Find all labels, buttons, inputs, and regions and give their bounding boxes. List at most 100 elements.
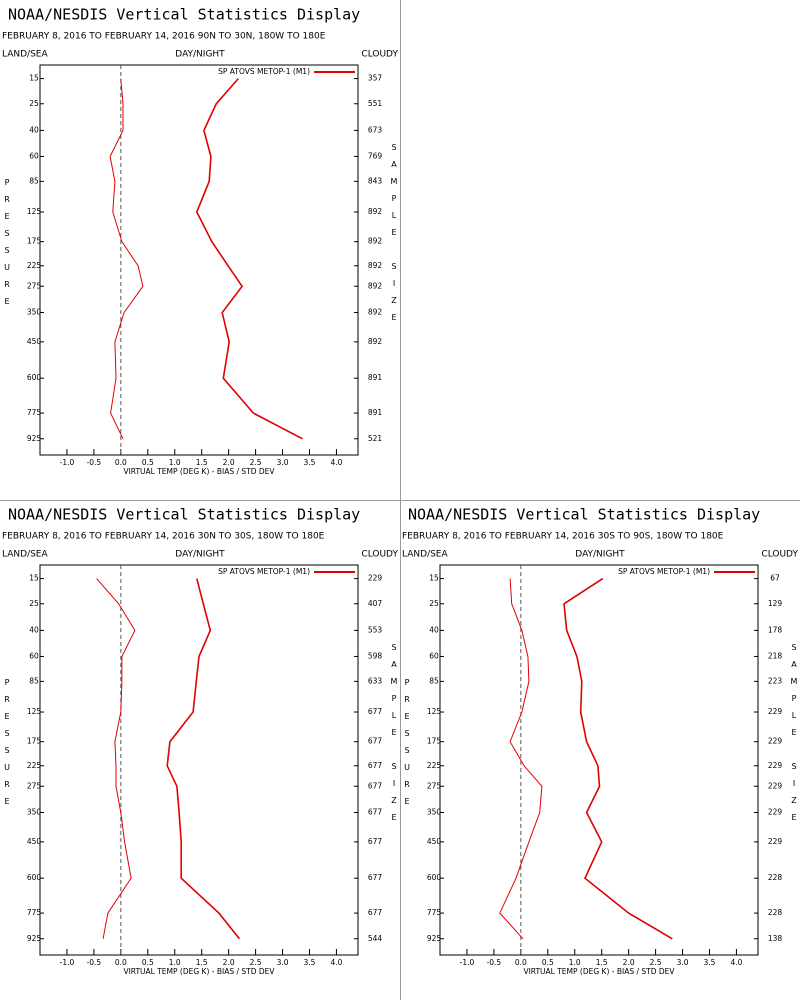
x-axis-label: VIRTUAL TEMP (DEG K) - BIAS / STD DEV [123,467,275,476]
sample-size-label: 228 [768,908,783,917]
sample-size-label: 892 [368,281,383,290]
y-tick-label: 225 [427,761,442,770]
data-line [166,578,241,940]
chart-panel: NOAA/NESDIS Vertical Statistics Display F… [402,506,799,977]
y-tick-label: 775 [427,908,442,917]
x-tick-label: 2.0 [223,958,235,967]
sample-size-label: 223 [768,676,783,685]
x-tick-label: 2.5 [250,458,262,467]
legend-label: SP ATOVS METOP-1 (M1) [218,67,310,76]
y-tick-label: 275 [27,281,42,290]
x-tick-label: 4.0 [330,458,342,467]
x-tick-label: 0.0 [115,958,127,967]
y-tick-label: 225 [27,761,42,770]
sample-size-label: 229 [368,574,383,583]
data-line [195,78,303,440]
y-tick-label: 175 [27,237,42,246]
sample-size-label: 633 [368,676,383,685]
y2-axis-label: SAMPLE SIZE [790,643,799,830]
sample-size-label: 598 [368,651,383,660]
y-tick-label: 25 [29,599,39,608]
sample-size-label: 843 [368,176,383,185]
y-tick-label: 925 [27,434,42,443]
sample-size-label: 553 [368,625,383,634]
y-tick-label: 85 [429,676,439,685]
y-tick-label: 125 [427,707,442,716]
sample-size-label: 129 [768,599,783,608]
sample-size-label: 67 [770,574,780,583]
x-tick-label: 1.0 [169,458,181,467]
sample-size-label: 138 [768,934,783,943]
sample-size-label: 677 [368,737,383,746]
x-tick-label: 0.5 [542,958,554,967]
x-tick-label: 4.0 [330,958,342,967]
sample-size-label: 544 [368,934,383,943]
sample-size-label: 892 [368,337,383,346]
chart-subtitle: FEBRUARY 8, 2016 TO FEBRUARY 14, 2016 30… [2,532,325,542]
sample-size-label: 178 [768,625,783,634]
plot-frame [39,564,359,956]
y-tick-label: 175 [27,737,42,746]
y-tick-label: 60 [29,651,39,660]
x-tick-label: 3.5 [704,958,716,967]
label: LAND/SEA [2,550,48,560]
sample-size-label: 218 [768,651,783,660]
label: CLOUDY [361,50,398,60]
label: DAY/NIGHT [175,50,225,60]
y-tick-label: 925 [427,934,442,943]
chart-title: NOAA/NESDIS Vertical Statistics Display [8,506,360,524]
y-tick-label: 225 [27,261,42,270]
y-tick-label: 600 [427,873,442,882]
y-tick-label: 775 [27,408,42,417]
x-tick-label: 3.0 [677,958,689,967]
label: LAND/SEA [2,50,48,60]
sample-size-label: 229 [768,781,783,790]
y-tick-label: 175 [427,737,442,746]
x-tick-label: 2.0 [623,958,635,967]
chart-panel: NOAA/NESDIS Vertical Statistics Display F… [2,506,399,977]
y2-axis-label: SAMPLE SIZE [390,643,399,830]
y-tick-label: 125 [27,207,42,216]
chart-subtitle: FEBRUARY 8, 2016 TO FEBRUARY 14, 2016 30… [402,532,724,542]
y-tick-label: 85 [29,176,39,185]
y-tick-label: 15 [29,574,39,583]
y-tick-label: 25 [429,599,439,608]
chart-title: NOAA/NESDIS Vertical Statistics Display [8,6,360,24]
y-tick-label: 450 [27,337,42,346]
y-tick-label: 350 [427,808,442,817]
data-line [499,578,543,940]
x-tick-label: -0.5 [487,958,502,967]
sample-size-label: 892 [368,237,383,246]
y-axis-label: PRESSURE [3,178,12,314]
sample-size-label: 228 [768,873,783,882]
chart-panel: NOAA/NESDIS Vertical Statistics Display F… [2,6,399,477]
x-tick-label: 0.5 [142,958,154,967]
sample-size-label: 677 [368,781,383,790]
sample-size-label: 769 [368,151,383,160]
label: CLOUDY [361,550,398,560]
legend-label: SP ATOVS METOP-1 (M1) [618,567,710,576]
x-tick-label: 1.5 [196,458,208,467]
x-tick-label: 1.0 [569,958,581,967]
sample-size-label: 229 [768,808,783,817]
x-tick-label: 4.0 [730,958,742,967]
y-axis-label: PRESSURE [403,678,412,814]
sample-size-label: 673 [368,125,383,134]
sample-size-label: 677 [368,908,383,917]
sample-size-label: 357 [368,74,383,83]
chart-title: NOAA/NESDIS Vertical Statistics Display [408,506,760,524]
x-tick-label: 2.5 [250,958,262,967]
x-tick-label: 1.0 [169,958,181,967]
x-tick-label: -1.0 [60,958,75,967]
sample-size-label: 892 [368,207,383,216]
label: DAY/NIGHT [175,550,225,560]
y-tick-label: 925 [27,934,42,943]
sample-size-label: 407 [368,599,383,608]
data-line [96,578,136,939]
label: LAND/SEA [402,550,448,560]
y-tick-label: 275 [27,781,42,790]
x-tick-label: 1.5 [196,958,208,967]
label: CLOUDY [761,550,798,560]
x-tick-label: 2.5 [650,958,662,967]
plot-frame [439,564,759,956]
